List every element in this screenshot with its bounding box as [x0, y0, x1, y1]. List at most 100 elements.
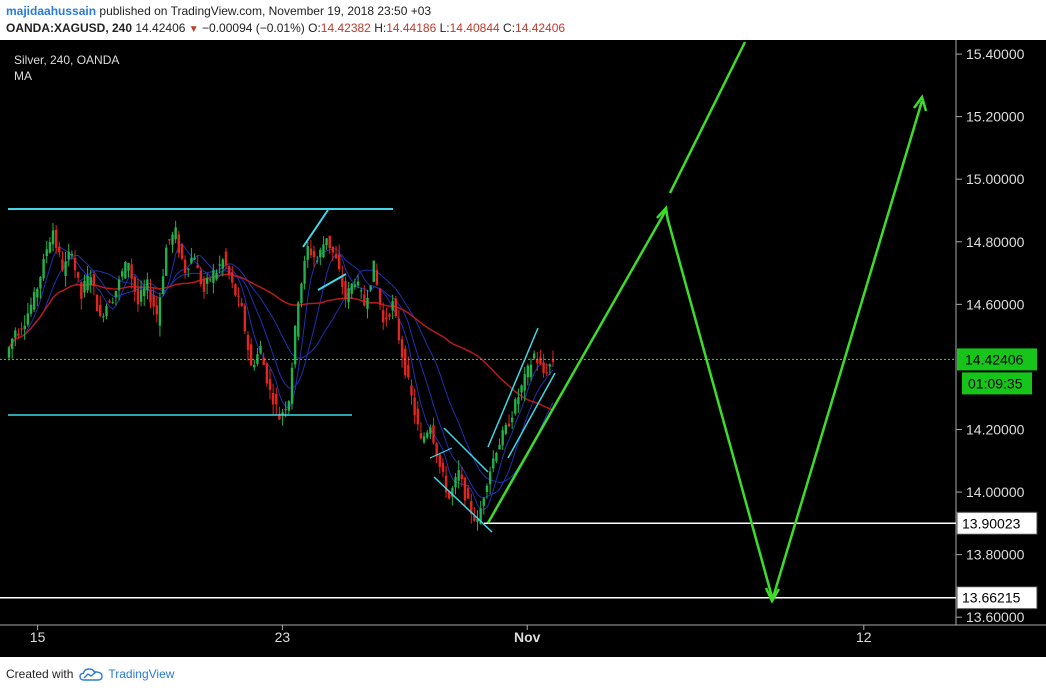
candle-body: [495, 452, 498, 462]
x-tick-label: 12: [856, 629, 872, 645]
price-badge-value: 14.42406: [965, 351, 1024, 367]
candle-body: [259, 346, 262, 354]
candle-body: [108, 300, 111, 303]
created-with-label: Created with: [6, 667, 74, 681]
candle-body: [26, 313, 30, 325]
candle-body: [246, 334, 250, 350]
author-link[interactable]: majidaahussain: [6, 4, 97, 18]
candle-body: [297, 302, 300, 337]
candle-body: [532, 353, 536, 359]
candle-body: [388, 314, 391, 317]
candle-body: [114, 290, 118, 298]
projection-arrow-up-2[interactable]: [668, 41, 747, 194]
candle-body: [221, 259, 225, 269]
ohlc-bar: OANDA:XAGUSD, 240 14.42406 ▼ −0.00094 (−…: [6, 21, 565, 37]
candle-body: [366, 297, 369, 309]
y-tick-label: 15.40000: [966, 46, 1025, 62]
candle-body: [51, 230, 55, 245]
candle-body: [183, 259, 187, 274]
candle-body: [473, 515, 476, 521]
wedge-line-left[interactable]: [429, 447, 453, 459]
candle-body: [231, 272, 234, 283]
candle-body: [476, 519, 479, 522]
candle-body: [501, 430, 504, 446]
projection-arrow-up-3-head[interactable]: [912, 94, 928, 112]
candle-body: [39, 277, 42, 289]
candle-body: [404, 348, 407, 376]
candle-body: [117, 279, 121, 291]
candle-body: [507, 423, 511, 427]
change-down-icon: ▼: [188, 24, 199, 35]
candle-body: [457, 470, 460, 481]
candle-body: [312, 250, 316, 258]
drawings[interactable]: [8, 41, 928, 604]
candle-body: [275, 393, 278, 405]
wedge-line-lower[interactable]: [433, 476, 493, 533]
candle-body: [48, 242, 52, 253]
candle-body: [363, 294, 366, 306]
candle-body: [121, 271, 124, 277]
candle-body: [36, 288, 39, 298]
x-tick-label: 23: [275, 629, 291, 645]
tradingview-brand[interactable]: TradingView: [79, 667, 174, 681]
candle-body: [315, 260, 319, 262]
candle-body: [416, 408, 419, 425]
candle-body: [10, 338, 14, 349]
tradingview-label[interactable]: TradingView: [108, 667, 175, 681]
candle-body: [369, 285, 372, 290]
candle-body: [133, 276, 136, 292]
candle-body: [83, 280, 86, 293]
candle-body: [32, 292, 36, 310]
y-tick-label: 13.80000: [966, 547, 1025, 563]
candle-body: [7, 347, 11, 358]
candle-body: [536, 358, 539, 364]
candle-body: [268, 379, 272, 390]
moving-average-line: [8, 273, 554, 411]
candle-body: [86, 275, 89, 291]
flag-line-upper[interactable]: [302, 209, 329, 248]
candle-body: [328, 235, 331, 249]
channel-line-upper[interactable]: [487, 327, 539, 448]
candle-body: [542, 362, 545, 374]
projection-arrow-up-1-head[interactable]: [656, 205, 670, 222]
candle-body: [419, 433, 423, 439]
projection-arrow-down[interactable]: [666, 219, 774, 598]
candle-body: [334, 254, 338, 259]
y-tick-label: 14.20000: [966, 421, 1025, 437]
candle-body: [375, 270, 379, 285]
candle-body: [498, 444, 501, 450]
wedge-line-upper[interactable]: [443, 427, 489, 473]
y-tick-label: 15.00000: [966, 171, 1025, 187]
candle-body: [136, 288, 140, 305]
candle-body: [432, 425, 435, 443]
candle-body: [517, 397, 520, 405]
candle-body: [353, 284, 357, 288]
candle-body: [341, 275, 344, 287]
level-badge-box: [956, 586, 1038, 610]
candle-body: [152, 295, 155, 307]
candle-body: [438, 454, 441, 467]
candle-body: [23, 325, 26, 330]
price-change: −0.00094 (−0.01%): [202, 21, 305, 35]
close-label: C:: [503, 21, 516, 35]
candle-body: [243, 305, 247, 332]
candle-body: [64, 261, 67, 276]
candle-body: [146, 279, 149, 291]
moving-average-line: [8, 252, 554, 499]
low-value: 14.40844: [449, 21, 500, 35]
candle-body: [73, 257, 77, 271]
chart-legend-title: Silver, 240, OANDA: [14, 53, 119, 67]
candle-body: [224, 251, 228, 266]
candle-body: [344, 280, 347, 300]
projection-arrow-up-1[interactable]: [486, 209, 668, 524]
projection-arrow-up-3[interactable]: [770, 100, 924, 602]
flag-line-lower[interactable]: [317, 273, 347, 291]
candle-body: [209, 279, 212, 281]
candle-body: [124, 262, 127, 279]
candle-body: [139, 290, 143, 302]
candle-body: [381, 310, 385, 323]
chart-legend-indicator[interactable]: MA: [14, 69, 32, 83]
candle-body: [155, 305, 158, 315]
price-chart[interactable]: Silver, 240, OANDA MA 15.4000015.2000015…: [0, 40, 1046, 657]
channel-line-lower[interactable]: [507, 372, 556, 459]
